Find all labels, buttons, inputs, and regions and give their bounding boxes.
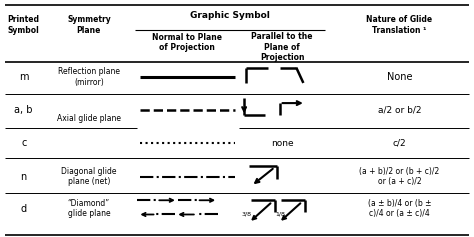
Text: 1/8: 1/8 [275,212,285,217]
Text: c/2: c/2 [392,139,406,148]
Text: Nature of Glide
Translation ¹: Nature of Glide Translation ¹ [366,15,432,35]
Text: (a ± b)/4 or (b ±
c)/4 or (a ± c)/4: (a ± b)/4 or (b ± c)/4 or (a ± c)/4 [368,199,431,218]
Text: n: n [20,172,27,182]
Text: Normal to Plane
of Projection: Normal to Plane of Projection [152,33,222,52]
Text: a, b: a, b [14,105,33,115]
Text: m: m [19,72,28,82]
Text: Axial glide plane: Axial glide plane [57,114,121,123]
Text: a/2 or b/2: a/2 or b/2 [378,106,421,115]
Text: none: none [271,139,293,148]
Text: c: c [21,138,27,148]
Text: Reflection plane
(mirror): Reflection plane (mirror) [58,67,120,87]
Text: (a + b)/2 or (b + c)/2
or (a + c)/2: (a + b)/2 or (b + c)/2 or (a + c)/2 [359,167,439,186]
Text: d: d [21,204,27,214]
Text: Graphic Symbol: Graphic Symbol [190,11,270,20]
Text: Parallel to the
Plane of
Projection: Parallel to the Plane of Projection [251,32,313,62]
Text: Symmetry
Plane: Symmetry Plane [67,15,111,35]
Text: “Diamond”
glide plane: “Diamond” glide plane [68,199,110,218]
Text: None: None [387,72,412,82]
Text: Diagonal glide
plane (net): Diagonal glide plane (net) [61,167,117,186]
Text: Printed
Symbol: Printed Symbol [8,15,40,35]
Text: 3/8: 3/8 [242,212,252,217]
